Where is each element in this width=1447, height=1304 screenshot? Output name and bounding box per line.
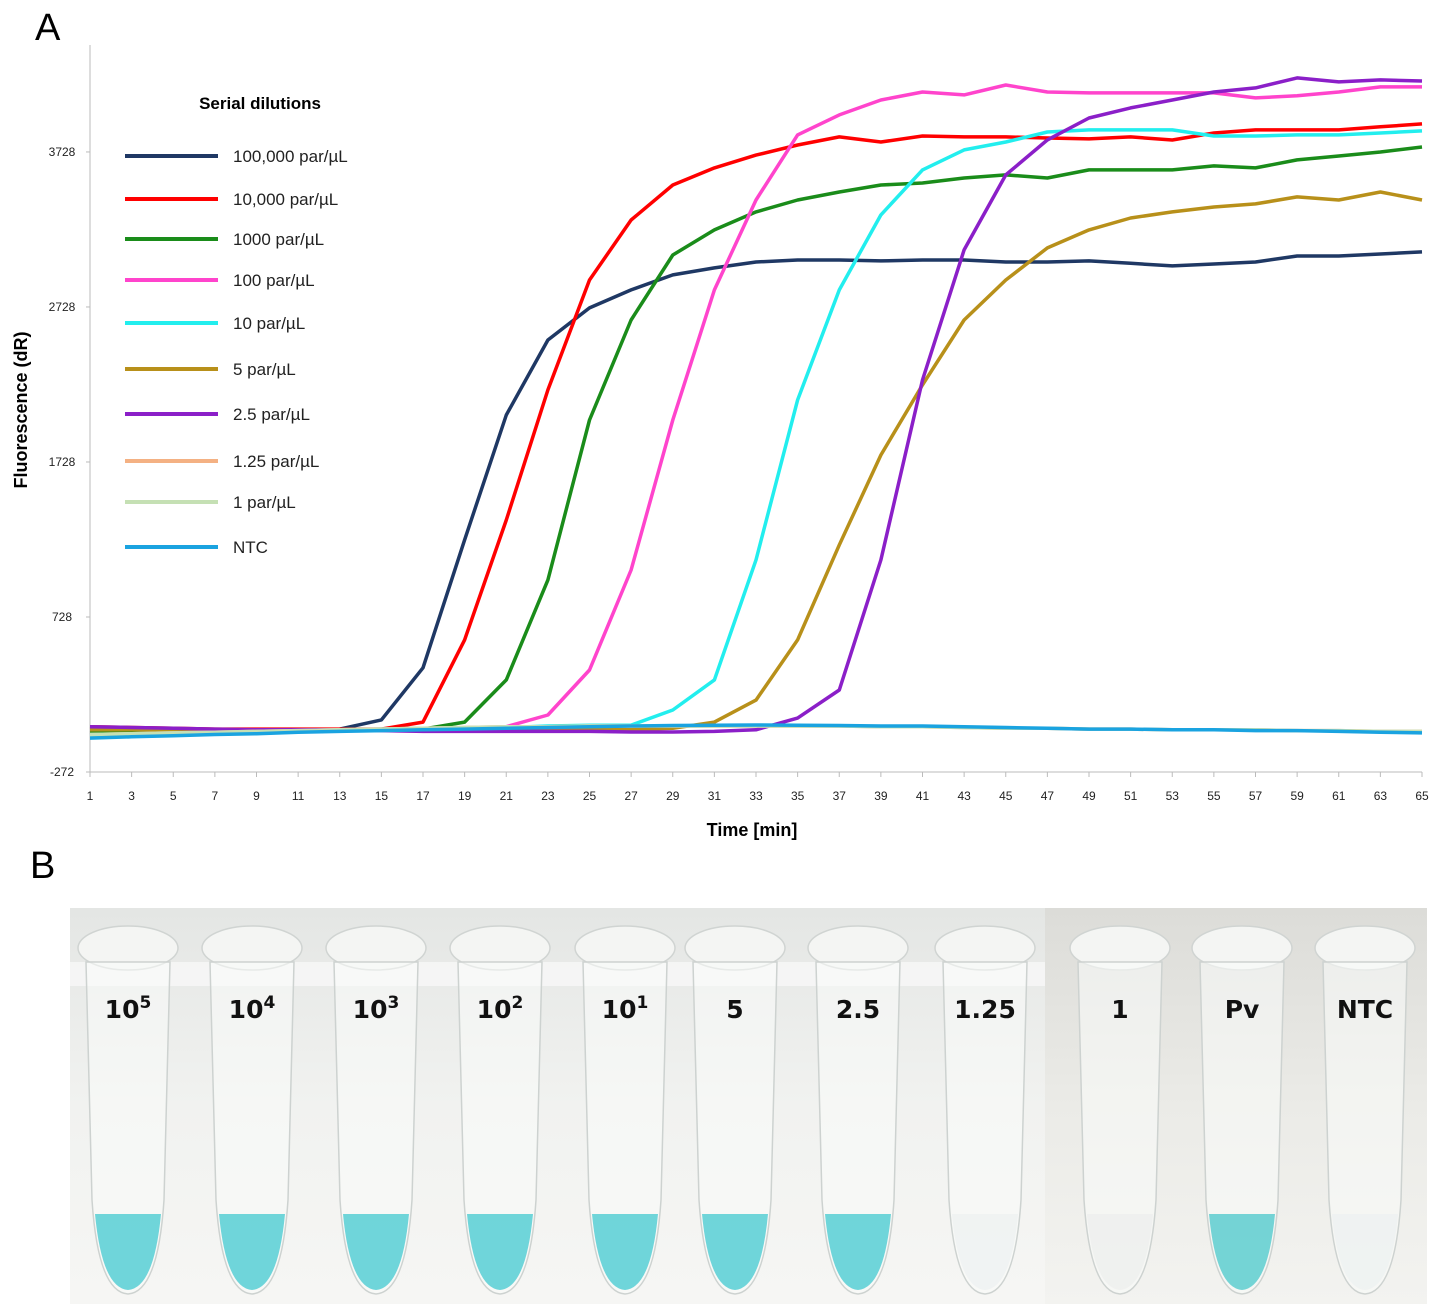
tube-label: 1.25: [954, 995, 1016, 1024]
x-tick-label: 35: [791, 789, 805, 803]
panel-label: B: [30, 845, 55, 887]
legend-label: 10,000 par/µL: [233, 190, 338, 209]
x-tick-label: 63: [1374, 789, 1388, 803]
x-tick-label: 13: [333, 789, 347, 803]
tube-label-text: 1: [1111, 995, 1128, 1024]
legend-label: 100,000 par/µL: [233, 147, 348, 166]
x-tick-label: 65: [1415, 789, 1429, 803]
y-axis-label: Fluorescence (dR): [11, 331, 31, 488]
x-tick-label: 25: [583, 789, 597, 803]
tube-label: Pv: [1225, 995, 1260, 1024]
y-tick-label: 3728: [49, 145, 76, 159]
tube-label: NTC: [1337, 995, 1393, 1024]
x-tick-label: 29: [666, 789, 680, 803]
x-tick-label: 49: [1082, 789, 1096, 803]
x-tick-label: 41: [916, 789, 930, 803]
x-tick-label: 9: [253, 789, 260, 803]
tube-label-text: NTC: [1337, 995, 1393, 1024]
x-tick-label: 51: [1124, 789, 1138, 803]
tube-label-text: 10: [602, 995, 637, 1024]
legend-label: NTC: [233, 538, 268, 557]
x-tick-label: 57: [1249, 789, 1263, 803]
y-tick-label: 2728: [49, 300, 76, 314]
tube-label-text: 1.25: [954, 995, 1016, 1024]
tube-label-text: 5: [726, 995, 743, 1024]
tube-label-sup: 5: [139, 993, 151, 1013]
x-tick-label: 7: [212, 789, 219, 803]
tube-label: 2.5: [836, 995, 880, 1024]
x-tick-label: 5: [170, 789, 177, 803]
tube-label: 1: [1111, 995, 1128, 1024]
x-tick-label: 33: [749, 789, 763, 803]
tube-label-text: 10: [229, 995, 264, 1024]
tube-label-text: 10: [105, 995, 140, 1024]
tube-label-text: 10: [353, 995, 388, 1024]
figure: A B Time [min] Fluorescence (dR) Serial …: [0, 0, 1447, 1304]
x-tick-label: 17: [416, 789, 430, 803]
x-tick-label: 55: [1207, 789, 1221, 803]
x-tick-label: 11: [292, 789, 305, 803]
x-tick-label: 1: [87, 789, 94, 803]
x-tick-label: 39: [874, 789, 888, 803]
x-tick-label: 45: [999, 789, 1013, 803]
legend-label: 100 par/µL: [233, 271, 315, 290]
y-tick-label: -272: [50, 765, 74, 779]
legend-label: 2.5 par/µL: [233, 405, 310, 424]
x-axis-label: Time [min]: [707, 820, 798, 840]
x-tick-label: 21: [500, 789, 514, 803]
x-tick-label: 53: [1166, 789, 1180, 803]
series-line: [90, 130, 1422, 736]
x-tick-label: 43: [957, 789, 971, 803]
tube-label-text: 2.5: [836, 995, 880, 1024]
legend-title: Serial dilutions: [199, 94, 321, 113]
x-tick-label: 3: [128, 789, 135, 803]
tube-label-sup: 1: [636, 993, 648, 1013]
x-tick-label: 37: [833, 789, 847, 803]
x-tick-label: 31: [708, 789, 722, 803]
tube-label-sup: 4: [263, 993, 275, 1013]
x-tick-label: 27: [624, 789, 638, 803]
legend-label: 1 par/µL: [233, 493, 296, 512]
legend-label: 10 par/µL: [233, 314, 305, 333]
panel-label: A: [35, 7, 61, 49]
x-tick-label: 59: [1290, 789, 1304, 803]
tube-label-sup: 3: [387, 993, 399, 1013]
x-tick-label: 19: [458, 789, 472, 803]
y-tick-label: 1728: [49, 455, 76, 469]
x-tick-label: 15: [375, 789, 389, 803]
page: {"panel_labels": ["A", "B"], "chart_data…: [0, 0, 1447, 1304]
series-line: [90, 124, 1422, 729]
legend-label: 1000 par/µL: [233, 230, 324, 249]
tube-label-text: Pv: [1225, 995, 1260, 1024]
legend-label: 1.25 par/µL: [233, 452, 319, 471]
tube-label: 5: [726, 995, 743, 1024]
x-tick-label: 47: [1041, 789, 1055, 803]
tube-label-sup: 2: [511, 993, 523, 1013]
x-tick-label: 61: [1332, 789, 1346, 803]
x-tick-label: 23: [541, 789, 555, 803]
y-tick-label: 728: [52, 610, 72, 624]
tube-label-text: 10: [477, 995, 512, 1024]
legend-label: 5 par/µL: [233, 360, 296, 379]
